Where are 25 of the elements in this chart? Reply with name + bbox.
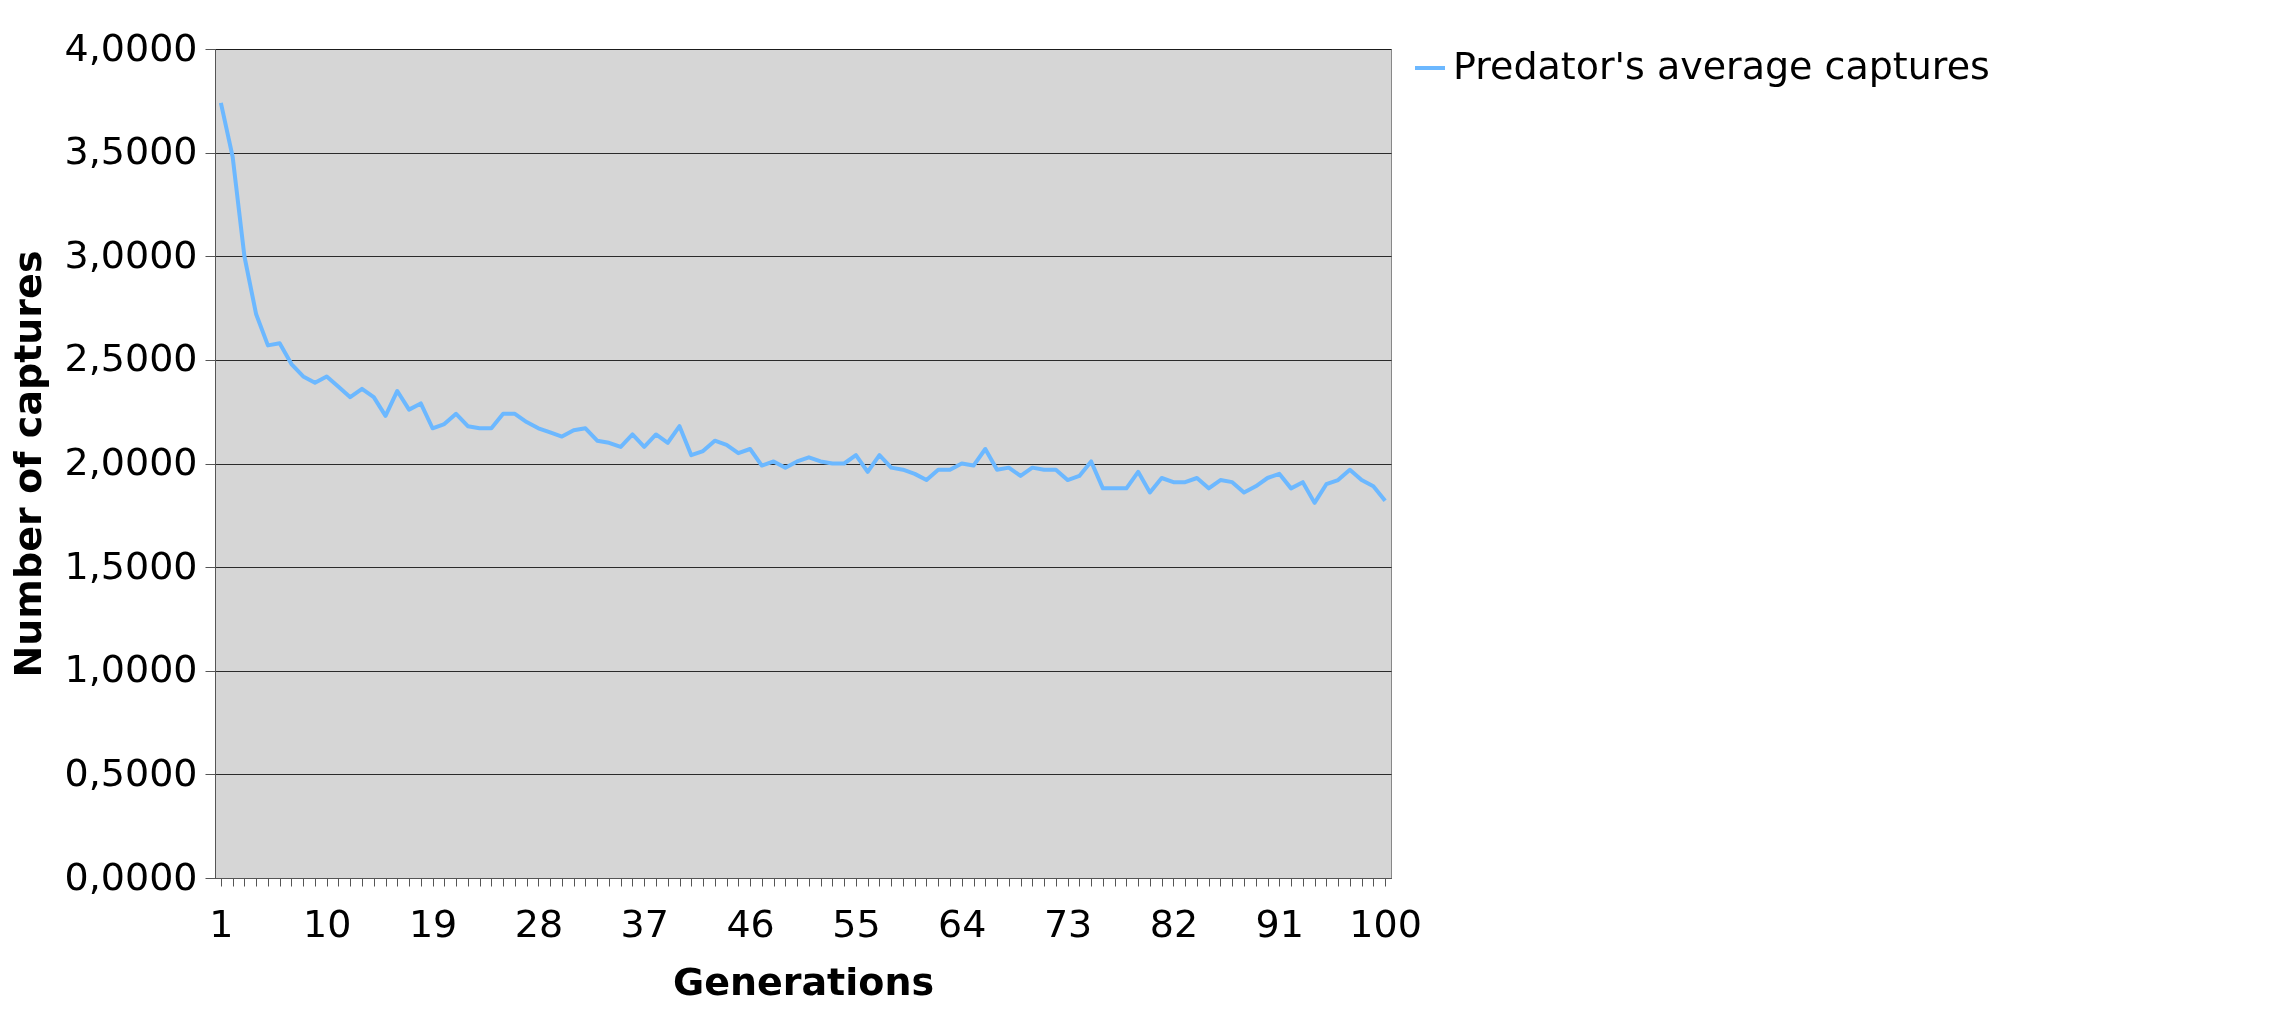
x-tick-label: 100: [1349, 901, 1422, 946]
x-tick-label: 64: [938, 901, 987, 946]
x-axis-title: Generations: [672, 959, 935, 1004]
line-series: [218, 100, 1388, 505]
y-tick-label: 0,5000: [64, 750, 198, 795]
y-tick-label: 2,0000: [64, 440, 198, 484]
y-tick-label: 0,0000: [64, 854, 198, 899]
x-tick-label: 82: [1149, 901, 1199, 946]
x-tick-label: 28: [514, 901, 564, 946]
y-tick-label: 1,0000: [64, 647, 198, 692]
y-tick-label: 3,0000: [64, 232, 198, 277]
y-tick-label: 1,5000: [64, 543, 198, 588]
x-tick-label: 91: [1255, 901, 1304, 946]
x-tick-label: 37: [620, 901, 669, 946]
y-axis-title: Number of captures: [5, 250, 50, 678]
x-tick-label: 46: [726, 901, 775, 946]
x-tick-label: 55: [832, 901, 881, 946]
x-tick-label: 73: [1043, 901, 1093, 946]
y-tick-label: 4,0000: [64, 25, 198, 70]
x-tick-label: 10: [303, 901, 352, 946]
x-tick-label: 1: [209, 901, 234, 946]
legend-label: Predator's average captures: [1453, 44, 1990, 88]
x-tick-label: 19: [408, 901, 458, 946]
y-tick-label: 2,5000: [64, 336, 198, 381]
y-tick-label: 3,5000: [64, 129, 198, 174]
